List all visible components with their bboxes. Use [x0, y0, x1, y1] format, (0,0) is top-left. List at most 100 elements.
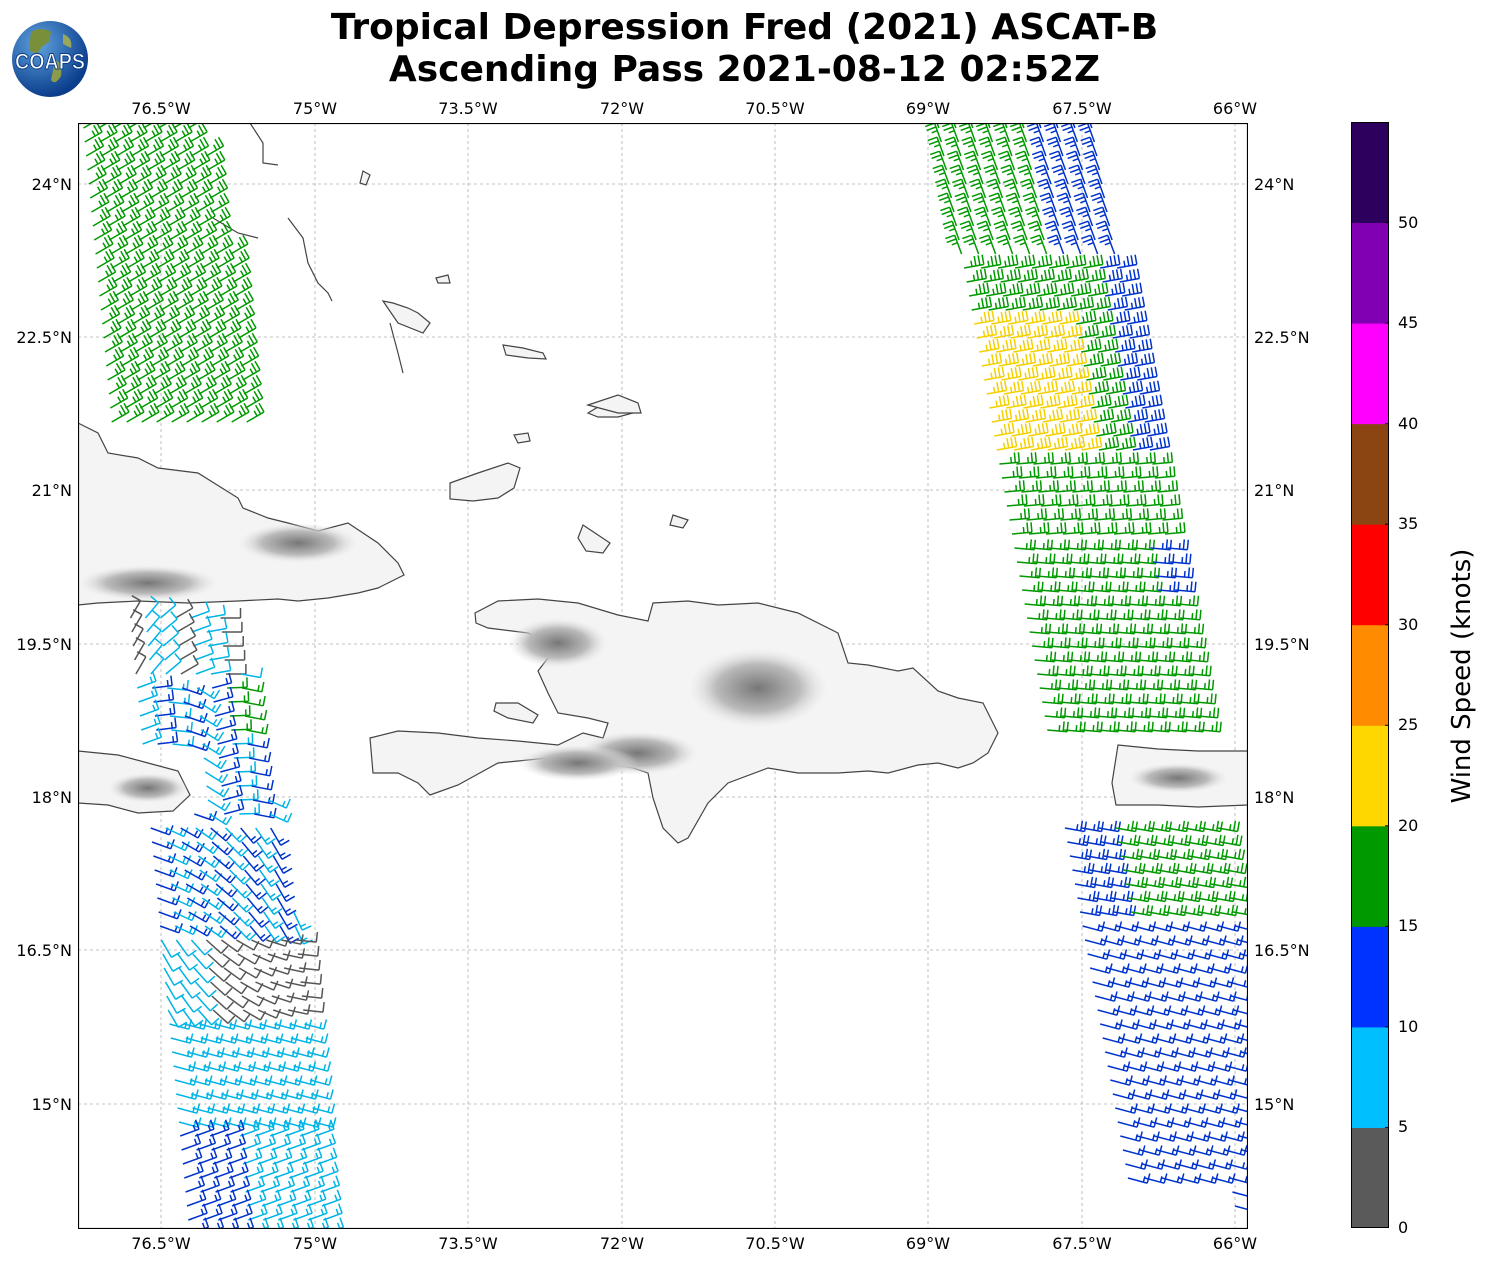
wind-barb [1222, 848, 1246, 861]
wind-barb [1120, 466, 1142, 479]
wind-barb [1068, 651, 1091, 663]
wind-barb [272, 855, 293, 874]
wind-barb [206, 1089, 229, 1100]
colorbar-bin [1351, 725, 1389, 827]
wind-barb [1134, 352, 1156, 367]
wind-barb [1163, 609, 1185, 621]
wind-barb [1064, 234, 1082, 255]
wind-barb [1123, 480, 1145, 493]
wind-barb [1238, 1037, 1248, 1042]
wind-barb [1150, 539, 1173, 551]
wind-barb [1147, 422, 1168, 437]
wind-barb [1110, 310, 1131, 325]
wind-barb [262, 1047, 285, 1058]
wind-barb [115, 136, 135, 157]
logo-text: COAPS [15, 49, 85, 74]
wind-barb [1129, 609, 1151, 621]
wind-barb [230, 234, 249, 255]
wind-barb [198, 220, 218, 241]
wind-barb [1054, 178, 1072, 199]
wind-barb [1032, 352, 1054, 367]
wind-barb [1233, 1009, 1248, 1015]
wind-barb [209, 981, 233, 996]
wind-barb [212, 1009, 236, 1024]
wind-barb [223, 318, 242, 339]
wind-barb [1101, 553, 1124, 565]
wind-barb [229, 1161, 249, 1179]
wind-barb [1121, 567, 1144, 579]
wind-barb [251, 938, 275, 949]
wind-barb [304, 1161, 324, 1179]
wind-barb [122, 360, 141, 381]
wind-barb [111, 402, 130, 423]
wind-barb [257, 1147, 278, 1165]
wind-barb [1090, 296, 1112, 311]
wind-barb [1147, 904, 1171, 917]
wind-barb [1105, 380, 1127, 395]
wind-barb [276, 897, 297, 916]
colorbar-bin [1351, 524, 1389, 626]
wind-barb [1081, 338, 1102, 353]
wind-barb [1042, 408, 1064, 423]
wind-barb [1229, 1176, 1248, 1184]
wind-barb [954, 192, 972, 213]
wind-barb [1114, 623, 1137, 635]
wind-barb [194, 178, 214, 199]
wind-barb [1152, 452, 1174, 465]
wind-barb [155, 388, 174, 409]
wind-barb [992, 123, 1011, 143]
wind-barb [1116, 539, 1139, 551]
wind-barb [294, 1075, 318, 1086]
wind-barb [107, 206, 126, 227]
wind-barb [1139, 380, 1161, 395]
wind-barb [150, 346, 170, 367]
wind-barb [1108, 876, 1132, 889]
wind-barb [1071, 178, 1089, 199]
wind-barb [1186, 834, 1209, 847]
wind-barb [129, 123, 148, 143]
wind-barb [1011, 422, 1032, 437]
wind-barb [1060, 123, 1079, 143]
wind-barb [215, 1175, 236, 1193]
wind-barb [275, 1033, 299, 1044]
wind-barb [218, 1061, 242, 1072]
wind-barb [186, 1189, 207, 1207]
wind-barb [254, 1119, 275, 1137]
wind-barb [177, 953, 199, 971]
wind-barb [1006, 494, 1028, 507]
wind-barb [216, 715, 237, 731]
wind-barb [202, 743, 226, 756]
wind-barb [296, 932, 319, 943]
wind-barb [144, 595, 159, 619]
wind-barb [208, 164, 227, 185]
lat-tick-right: 22.5°N [1254, 328, 1310, 347]
colorbar-tick: 35 [1398, 514, 1419, 534]
wind-barb [180, 827, 204, 839]
wind-barb [1187, 651, 1210, 663]
wind-barb [1055, 480, 1077, 493]
wind-barb [284, 1119, 305, 1137]
wind-barb [175, 939, 197, 957]
wind-barb [165, 346, 185, 367]
wind-barb [150, 651, 165, 675]
wind-barb [1228, 980, 1248, 988]
lon-tick-top: 75°W [292, 99, 338, 118]
wind-barb [193, 967, 216, 984]
wind-barb [1180, 609, 1202, 621]
wind-barb [148, 318, 167, 339]
wind-barb [1104, 567, 1127, 579]
wind-barb [138, 685, 159, 703]
wind-barb [300, 974, 323, 985]
wind-barb [1096, 904, 1120, 917]
wind-barb [259, 869, 280, 888]
wind-barb [263, 1061, 287, 1072]
wind-barb [1077, 508, 1099, 521]
wind-barb [1154, 466, 1176, 479]
wind-barb [1112, 707, 1135, 719]
wind-barb [946, 150, 965, 171]
wind-barb [1234, 1107, 1248, 1113]
wind-barb [959, 220, 977, 241]
wind-barb [1024, 595, 1047, 607]
wind-barb [114, 276, 133, 297]
wind-barb [274, 1161, 294, 1179]
